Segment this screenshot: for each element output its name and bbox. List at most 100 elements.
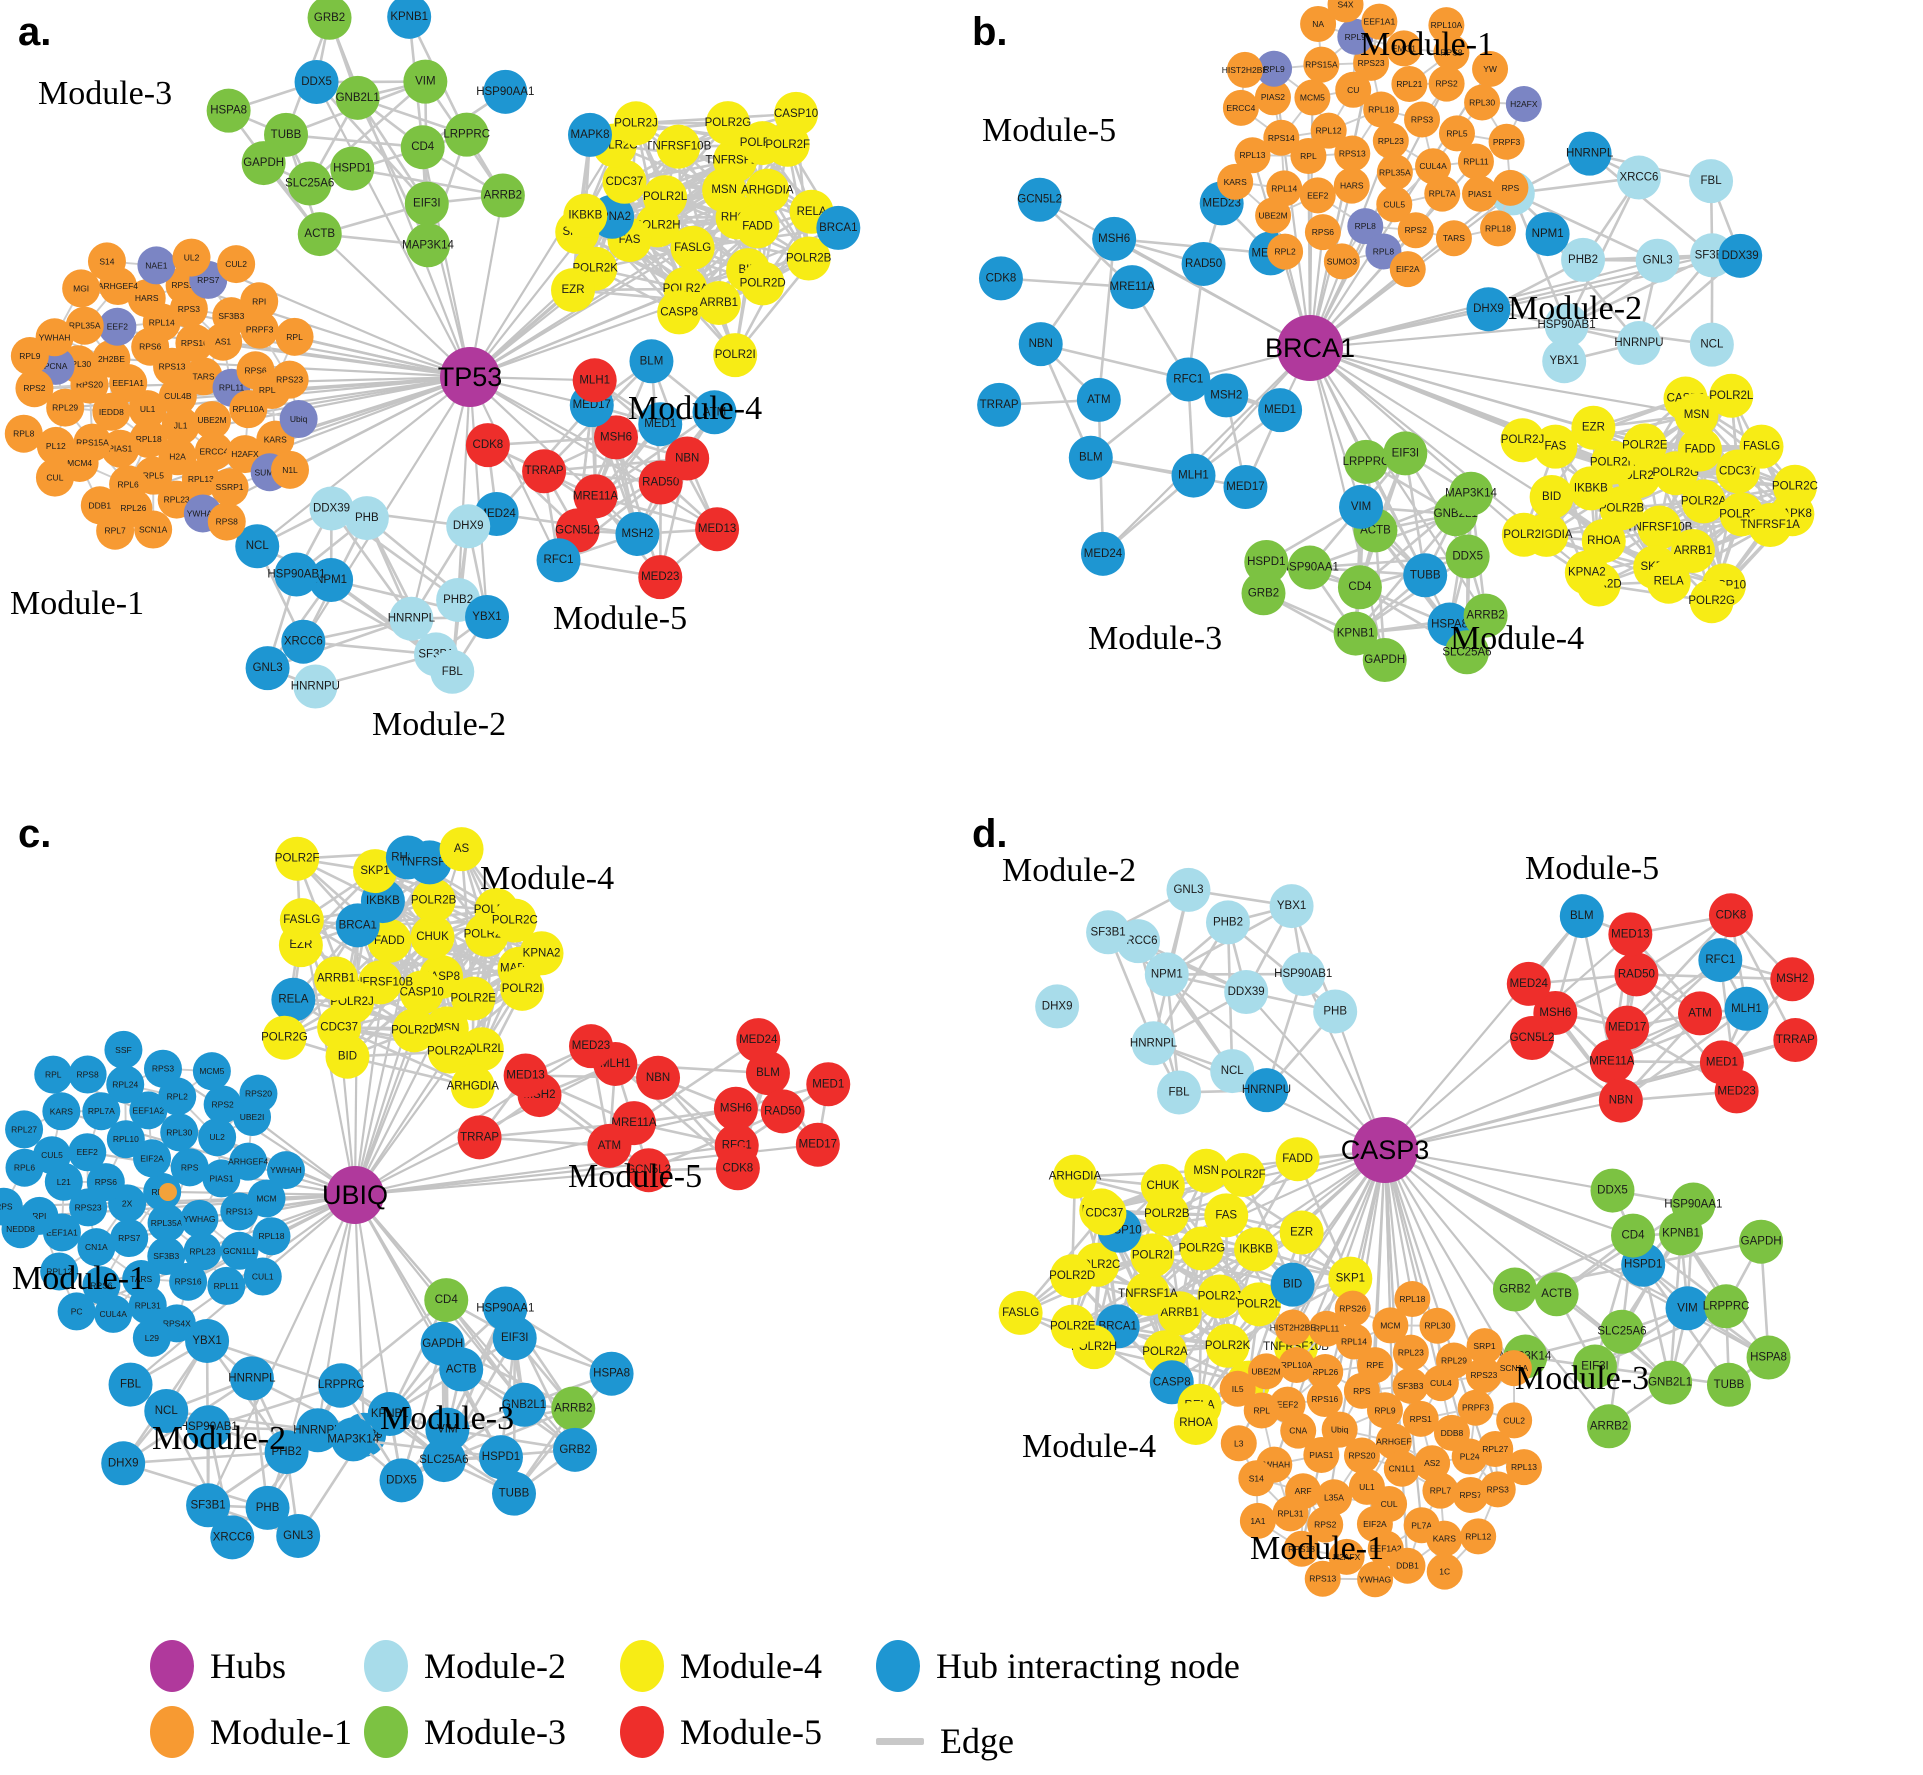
network-node[interactable]: S14 (1238, 1460, 1275, 1497)
node-circle[interactable] (1076, 377, 1121, 422)
node-circle[interactable] (446, 504, 491, 549)
node-circle[interactable] (295, 1408, 340, 1453)
network-node[interactable]: RPS1 (1402, 1400, 1439, 1437)
network-node[interactable]: RAD50 (1181, 241, 1226, 286)
node-circle[interactable] (1035, 984, 1080, 1029)
node-circle[interactable] (1236, 1282, 1281, 1327)
node-circle[interactable] (774, 91, 819, 136)
node-circle[interactable] (270, 450, 309, 489)
network-node[interactable]: MED24 (1080, 531, 1125, 576)
node-circle[interactable] (46, 388, 85, 427)
node-circle[interactable] (1681, 479, 1726, 524)
node-circle[interactable] (1339, 484, 1384, 529)
network-node[interactable]: POLR2J (1500, 418, 1545, 463)
node-circle[interactable] (96, 511, 135, 550)
node-circle[interactable] (602, 159, 647, 204)
network-node[interactable]: EIF2A (1389, 251, 1426, 288)
network-node[interactable]: FASLG (1739, 424, 1784, 469)
node-circle[interactable] (87, 242, 126, 281)
network-node[interactable]: MED17 (1223, 465, 1268, 510)
node-circle[interactable] (1304, 214, 1341, 251)
node-circle[interactable] (1505, 85, 1542, 122)
node-circle[interactable] (1599, 1309, 1644, 1354)
node-circle[interactable] (978, 256, 1023, 301)
network-node[interactable]: FADD (1275, 1137, 1320, 1182)
network-node[interactable]: IKBKB (1234, 1227, 1279, 1272)
network-node[interactable]: POLR2F (275, 836, 320, 881)
node-circle[interactable] (15, 369, 54, 408)
node-circle[interactable] (1414, 1445, 1451, 1482)
network-node[interactable]: HSP90AA1 (476, 69, 534, 114)
node-circle[interactable] (235, 524, 280, 569)
node-circle[interactable] (247, 1179, 286, 1218)
node-circle[interactable] (1017, 177, 1062, 222)
network-node[interactable]: MLH1 (1724, 986, 1769, 1031)
network-node[interactable]: BLM (1559, 894, 1604, 939)
node-circle[interactable] (1689, 322, 1734, 367)
node-circle[interactable] (281, 619, 326, 664)
node-circle[interactable] (275, 317, 314, 356)
node-circle[interactable] (1403, 553, 1448, 598)
network-node[interactable]: ERCC4 (1222, 89, 1259, 126)
network-node[interactable]: POLR2I (713, 333, 758, 378)
node-circle[interactable] (1479, 1471, 1516, 1508)
node-circle[interactable] (400, 125, 445, 170)
network-node[interactable]: MLH1 (1171, 453, 1216, 498)
network-node[interactable]: MSH2 (1204, 373, 1249, 418)
node-circle[interactable] (69, 1188, 108, 1227)
network-node[interactable]: RHOA (1173, 1400, 1218, 1445)
network-node[interactable]: HSPD1 (1244, 539, 1289, 584)
node-circle[interactable] (1238, 1460, 1275, 1497)
network-node[interactable]: RELA (271, 977, 316, 1022)
node-circle[interactable] (1637, 505, 1682, 550)
network-node[interactable]: RPL30 (1464, 84, 1501, 121)
network-node[interactable]: BID (1529, 474, 1574, 519)
network-node[interactable]: NBN (665, 436, 710, 481)
network-node[interactable]: NBN (1598, 1078, 1643, 1123)
node-circle[interactable] (1281, 952, 1326, 997)
node-circle[interactable] (0, 1187, 23, 1226)
node-circle[interactable] (638, 402, 683, 447)
network-node[interactable]: GCN5L2 (1017, 177, 1062, 222)
node-circle[interactable] (1050, 1304, 1095, 1349)
node-circle[interactable] (587, 1123, 632, 1168)
node-circle[interactable] (410, 915, 455, 960)
node-circle[interactable] (217, 245, 256, 284)
node-circle[interactable] (1444, 630, 1489, 675)
node-circle[interactable] (1335, 71, 1372, 108)
node-circle[interactable] (1274, 1309, 1311, 1346)
network-node[interactable]: SCN1A (134, 510, 173, 549)
node-circle[interactable] (1321, 1411, 1358, 1448)
node-circle[interactable] (483, 69, 528, 114)
node-circle[interactable] (82, 1266, 121, 1305)
network-node[interactable]: MED23 (638, 555, 683, 600)
node-circle[interactable] (1544, 303, 1589, 348)
network-node[interactable]: GAPDH (1362, 638, 1407, 683)
node-circle[interactable] (1210, 1049, 1255, 1094)
node-circle[interactable] (735, 204, 780, 249)
node-circle[interactable] (183, 1232, 222, 1271)
node-circle[interactable] (1254, 79, 1291, 116)
node-circle[interactable] (192, 1052, 231, 1091)
node-circle[interactable] (1739, 1219, 1784, 1264)
network-node[interactable]: PHB2 (1561, 237, 1606, 282)
network-node[interactable]: POLR2I (1501, 512, 1546, 557)
node-circle[interactable] (1689, 159, 1734, 204)
network-node[interactable]: MED23 (1714, 1069, 1759, 1114)
network-node[interactable]: CUL1 (243, 1257, 282, 1296)
node-circle[interactable] (740, 261, 785, 306)
node-circle[interactable] (1709, 373, 1754, 418)
node-circle[interactable] (198, 1118, 237, 1157)
node-circle[interactable] (1272, 1495, 1309, 1532)
node-circle[interactable] (1362, 638, 1407, 683)
network-node[interactable]: CASP10 (774, 91, 819, 136)
node-circle[interactable] (34, 1055, 73, 1094)
node-circle[interactable] (478, 1435, 523, 1480)
node-circle[interactable] (615, 511, 660, 556)
node-circle[interactable] (745, 1051, 790, 1096)
network-node[interactable]: KPNA2 (1564, 550, 1609, 595)
node-circle[interactable] (1315, 1479, 1352, 1516)
node-circle[interactable] (1438, 115, 1475, 152)
network-node[interactable]: MED17 (795, 1122, 840, 1167)
node-circle[interactable] (536, 538, 581, 583)
